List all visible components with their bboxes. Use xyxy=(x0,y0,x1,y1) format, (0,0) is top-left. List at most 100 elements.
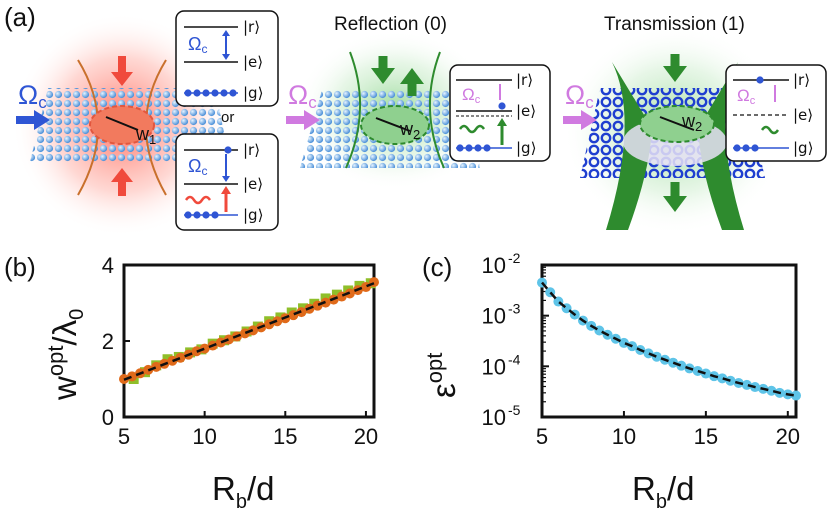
b-point-circle xyxy=(215,337,226,348)
level-box-2: Ωc |r⟩ |e⟩ |g⟩ xyxy=(175,133,279,231)
red-arrow-down-head xyxy=(111,72,133,86)
red-excitation-head xyxy=(221,186,231,194)
green-arrow-down-head xyxy=(371,68,395,84)
probe-arrow-1-head xyxy=(34,110,50,130)
ground-atoms-2 xyxy=(184,211,219,219)
omega-c-box-1: Ωc xyxy=(188,34,207,56)
coupling-arrow-1-down xyxy=(222,54,230,60)
level-box-1: Ωc |r⟩ |e⟩ |g⟩ xyxy=(175,10,279,107)
or-label: or xyxy=(221,109,234,126)
b-fit-line xyxy=(123,282,375,381)
plot-b-xlabel: Rb/d xyxy=(212,470,275,513)
level-box-3-frame xyxy=(449,64,551,162)
w2-label: w2 xyxy=(399,119,420,142)
omega-c-box-3: Ωc xyxy=(462,85,481,106)
plot-c-frame xyxy=(540,263,798,419)
c-point-circle xyxy=(766,385,777,396)
green-arrow-up-head xyxy=(400,68,424,84)
panel-b-label: (b) xyxy=(4,252,36,282)
panel-c-label: (c) xyxy=(422,252,452,282)
b-point-circle xyxy=(191,346,202,357)
b-xtick-label: 15 xyxy=(273,424,297,449)
c-ytick-exponent: -2 xyxy=(508,250,521,266)
c-xtick-label: 10 xyxy=(612,424,636,449)
b-xtick-label: 20 xyxy=(354,424,378,449)
c-xtick-label: 20 xyxy=(776,424,800,449)
rydberg-atom-4 xyxy=(756,76,764,84)
b-point-square xyxy=(162,354,173,365)
c-point-circle xyxy=(791,390,801,401)
ket-e-1: |e⟩ xyxy=(243,53,263,71)
omega-c-label-2: Ωc xyxy=(288,80,317,112)
w2-line xyxy=(375,117,411,132)
w1-line xyxy=(105,116,139,131)
ket-g-2: |g⟩ xyxy=(243,206,263,224)
w1-label: w1 xyxy=(135,124,156,147)
b-ytick-label: 2 xyxy=(102,329,114,354)
level-box-4-frame xyxy=(725,64,827,162)
beam-outline-left-2 xyxy=(345,51,361,169)
ket-r-3: |r⟩ xyxy=(516,71,533,89)
coupling-arrow-1-up xyxy=(222,30,230,36)
probe-arrow-3-head xyxy=(581,110,597,130)
c-point-circle xyxy=(741,379,752,390)
plot-c-ylabel: εopt xyxy=(422,353,462,398)
c-xtick-label: 5 xyxy=(536,424,548,449)
b-point-circle xyxy=(248,325,259,336)
b-point-square xyxy=(331,289,342,300)
c-point-circle xyxy=(618,337,629,348)
green-arrow-out-head xyxy=(663,196,687,212)
red-arrow-up-head xyxy=(111,168,133,182)
scene-2-reflection: w2 Ωc xyxy=(286,30,495,190)
level-box-2-frame xyxy=(175,133,279,231)
plot-c-xlabel: Rb/d xyxy=(632,470,695,513)
plot-b-frame xyxy=(122,263,376,419)
ground-atoms-4 xyxy=(733,144,759,152)
photon-wave-red xyxy=(184,195,212,205)
c-ytick-exponent: -3 xyxy=(508,301,521,317)
c-point-circle xyxy=(725,375,736,386)
plot-b-ylabel: wopt/λ0 xyxy=(43,309,88,401)
c-point-circle xyxy=(700,368,711,379)
ket-g-3: |g⟩ xyxy=(516,139,536,157)
green-arrow-down-3-head xyxy=(663,66,687,82)
ket-e-4: |e⟩ xyxy=(793,106,813,124)
c-ytick-label: 10 xyxy=(482,304,506,329)
ket-g-1: |g⟩ xyxy=(243,84,263,102)
c-ytick-label: 10 xyxy=(482,253,506,278)
omega-c-label-1: Ωc xyxy=(18,80,47,112)
w3-label: w2 xyxy=(681,111,702,134)
ground-atoms-3 xyxy=(456,144,491,152)
rydberg-atom-2 xyxy=(224,146,232,154)
c-fit-line xyxy=(541,281,797,397)
green-excitation-head xyxy=(497,118,507,126)
c-xtick-label: 15 xyxy=(694,424,718,449)
photon-wave-green xyxy=(458,124,486,134)
c-ytick-exponent: -5 xyxy=(508,402,521,418)
c-point-circle xyxy=(692,365,703,376)
reflection-title: Reflection (0) xyxy=(334,14,447,35)
omega-c-label-3: Ωc xyxy=(565,80,594,112)
plot-b: 5 10 15 20 0 2 4 xyxy=(102,253,379,449)
b-ytick-label: 4 xyxy=(102,253,114,278)
excited-atom-3 xyxy=(498,102,506,110)
b-point-circle xyxy=(167,355,178,366)
blockade-ellipse-1 xyxy=(89,105,155,145)
level-box-3: Ωc |r⟩ |e⟩ |g⟩ xyxy=(449,64,551,162)
b-point-circle xyxy=(223,334,234,345)
b-xtick-label: 5 xyxy=(118,424,130,449)
probe-arrow-2-head xyxy=(304,110,320,130)
omega-c-box-4: Ωc xyxy=(737,86,756,107)
coupling-arrow-2-down xyxy=(222,176,230,182)
c-point-circle xyxy=(668,357,679,368)
ket-r-1: |r⟩ xyxy=(243,18,260,36)
panel-a-label: (a) xyxy=(4,2,36,32)
ket-r-4: |r⟩ xyxy=(793,71,810,89)
c-point-circle xyxy=(643,348,654,359)
b-point-circle xyxy=(199,343,210,354)
c-ytick-label: 10 xyxy=(482,354,506,379)
omega-c-box-2: Ωc xyxy=(188,156,207,178)
c-ytick-label: 10 xyxy=(482,405,506,430)
